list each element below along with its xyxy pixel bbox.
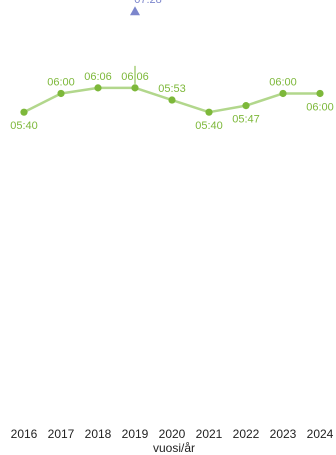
data-label: 05:47	[232, 114, 260, 126]
data-label: 05:53	[158, 83, 186, 95]
data-point[interactable]	[20, 108, 28, 116]
x-tick-label: 2021	[196, 427, 223, 441]
data-point[interactable]	[205, 108, 213, 116]
x-axis: 2016 2017 2018 2019 2020 2021 2022 2023 2024	[11, 427, 334, 441]
marker-triangle[interactable]	[130, 6, 140, 16]
x-tick-label: 2018	[85, 427, 112, 441]
data-point[interactable]	[131, 84, 139, 92]
x-tick-label: 2019	[122, 427, 149, 441]
x-tick-label: 2017	[48, 427, 75, 441]
data-point[interactable]	[316, 89, 324, 98]
x-tick-label: 2023	[270, 427, 297, 441]
x-tick-label: 2024	[307, 427, 334, 441]
data-label: 06:00	[306, 101, 334, 113]
marker-label: 07:28	[134, 0, 162, 6]
x-axis-title: vuosi/år	[153, 441, 195, 455]
data-label: 06:00	[269, 76, 297, 88]
data-label: 05:40	[195, 120, 223, 132]
data-point[interactable]	[57, 89, 65, 98]
x-tick-label: 2020	[159, 427, 186, 441]
data-point[interactable]	[279, 89, 287, 98]
x-tick-label: 2022	[233, 427, 260, 441]
data-point[interactable]	[242, 102, 250, 110]
data-point[interactable]	[94, 84, 102, 92]
data-label: 05:40	[10, 120, 38, 132]
data-label: 06:06	[84, 71, 112, 83]
data-point[interactable]	[168, 96, 176, 104]
x-tick-label: 2016	[11, 427, 38, 441]
data-label: 06:00	[47, 76, 75, 88]
